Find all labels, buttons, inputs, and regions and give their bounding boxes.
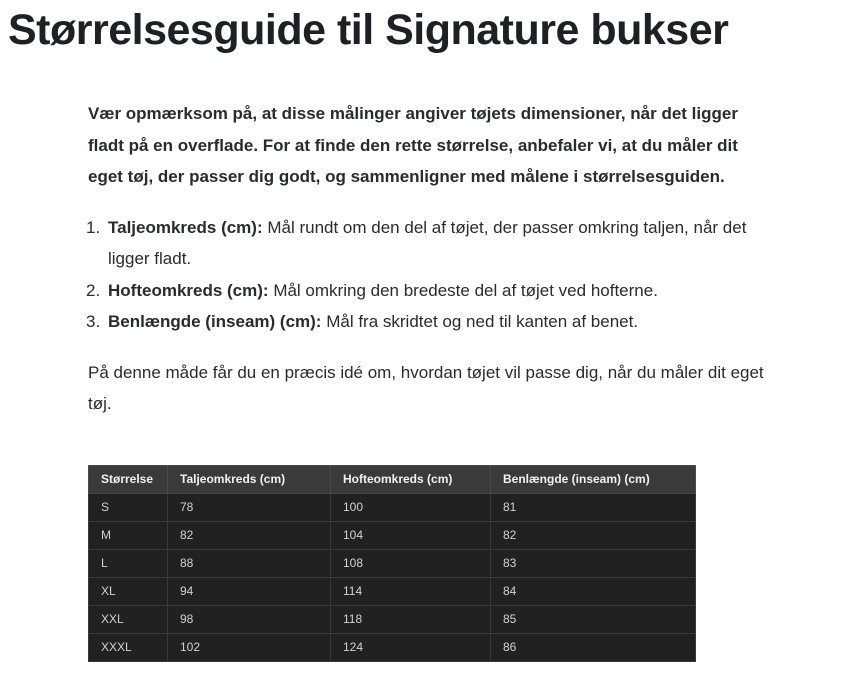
cell-hip: 118 [330, 604, 491, 634]
cell-inseam: 84 [490, 576, 696, 606]
cell-waist: 78 [167, 492, 331, 522]
cell-size: M [88, 520, 168, 550]
list-item-text: Mål fra skridtet og ned til kanten af be… [321, 312, 639, 331]
cell-hip: 124 [330, 632, 491, 662]
table-row: L 88 108 83 [88, 548, 696, 578]
table-header-row: Størrelse Taljeomkreds (cm) Hofteomkreds… [88, 464, 696, 494]
cell-hip: 100 [330, 492, 491, 522]
cell-inseam: 85 [490, 604, 696, 634]
table-row: S 78 100 81 [88, 492, 696, 522]
cell-waist: 98 [167, 604, 331, 634]
list-item-hofteomkreds: 2. Hofteomkreds (cm): Mål omkring den bre… [86, 275, 764, 307]
table-row: XL 94 114 84 [88, 576, 696, 606]
content-area: Vær opmærksom på, at disse målinger angi… [86, 98, 764, 662]
cell-size: L [88, 548, 168, 578]
cell-size: XL [88, 576, 168, 606]
cell-size: XXXL [88, 632, 168, 662]
table-row: XXXL 102 124 86 [88, 632, 696, 662]
list-item-taljeomkreds: 1. Taljeomkreds (cm): Mål rundt om den de… [86, 212, 764, 275]
cell-hip: 114 [330, 576, 491, 606]
table-row: M 82 104 82 [88, 520, 696, 550]
header-cell-taljeomkreds: Taljeomkreds (cm) [167, 464, 331, 494]
list-item-text: Mål omkring den bredeste del af tøjet ve… [268, 280, 658, 300]
size-table: Størrelse Taljeomkreds (cm) Hofteomkreds… [88, 464, 696, 662]
cell-size: XXL [88, 604, 168, 634]
list-item-benlaengde: 3. Benlængde (inseam) (cm): Mål fra skrid… [86, 306, 764, 338]
list-item-number: 2. [86, 280, 101, 300]
cell-hip: 108 [330, 548, 491, 578]
measurement-list: 1. Taljeomkreds (cm): Mål rundt om den de… [86, 212, 764, 338]
cell-inseam: 86 [490, 632, 696, 662]
list-item-text: Mål rundt om den del af tøjet, der passe… [108, 217, 747, 269]
cell-waist: 94 [167, 576, 331, 606]
list-item-lead: Taljeomkreds (cm): [108, 217, 263, 237]
cell-inseam: 82 [490, 520, 696, 550]
list-item-lead: Benlængde (inseam) (cm): [108, 312, 322, 331]
intro-paragraph: Vær opmærksom på, at disse målinger angi… [88, 104, 738, 186]
page-title: Størrelsesguide til Signature bukser [8, 6, 729, 54]
outro-paragraph: På denne måde får du en præcis idé om, h… [88, 362, 764, 414]
cell-waist: 82 [167, 520, 331, 550]
list-item-lead: Hofteomkreds (cm): [108, 280, 269, 300]
table-row: XXL 98 118 85 [88, 604, 696, 634]
list-item-number: 3. [86, 312, 101, 331]
cell-inseam: 81 [490, 492, 696, 522]
cell-inseam: 83 [490, 548, 696, 578]
header-cell-hofteomkreds: Hofteomkreds (cm) [330, 464, 491, 494]
cell-size: S [88, 492, 168, 522]
cell-waist: 102 [167, 632, 331, 662]
cell-hip: 104 [330, 520, 491, 550]
cell-waist: 88 [167, 548, 331, 578]
list-item-number: 1. [86, 217, 101, 237]
header-cell-stoerrelse: Størrelse [88, 464, 168, 494]
header-cell-benlaengde: Benlængde (inseam) (cm) [490, 464, 696, 494]
